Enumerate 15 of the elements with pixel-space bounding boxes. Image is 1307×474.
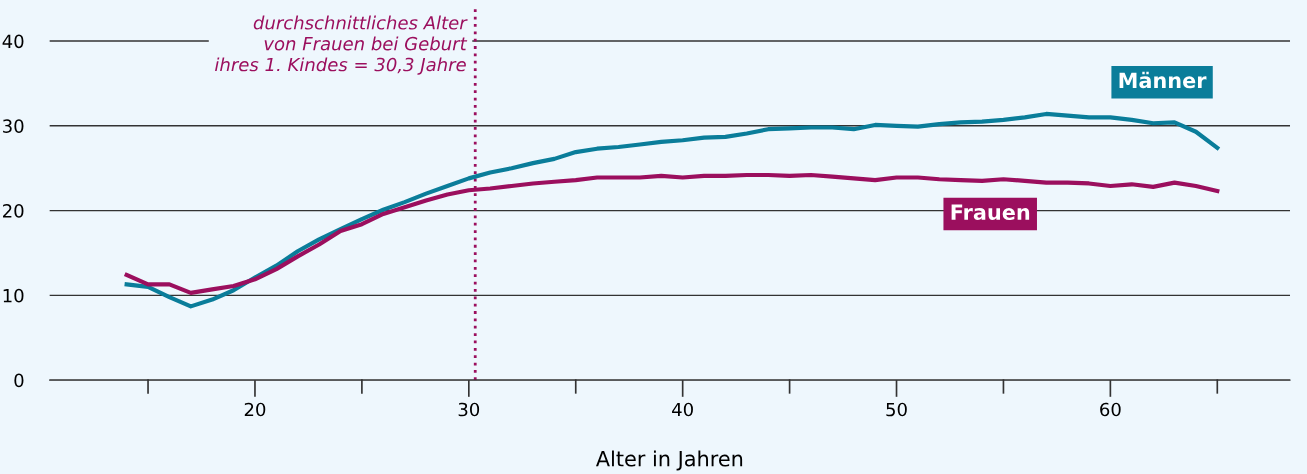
- y-tick-label: 30: [3, 119, 24, 133]
- x-tick-label: 50: [886, 402, 907, 417]
- line-series: [124, 111, 1220, 309]
- y-tick-label: 0: [14, 373, 24, 388]
- series-label: Männer: [1119, 71, 1207, 89]
- y-tick-label: 20: [3, 204, 24, 218]
- x-axis-title: Alter in Jahren: [595, 450, 743, 471]
- x-tick-label: 40: [672, 402, 693, 417]
- ref-line-label: durchschnittliches Alter von Frauen bei Geburt ihres 1. Kindes = 30,3 Jahre: [215, 15, 468, 75]
- y-tick-label: 40: [2, 34, 24, 49]
- y-tick-label: 10: [3, 288, 24, 303]
- x-tick-label: 30: [458, 402, 480, 417]
- x-tick-label: 60: [1100, 402, 1121, 417]
- x-tick-label: 20: [244, 402, 266, 417]
- series-label: Frauen: [951, 204, 1030, 221]
